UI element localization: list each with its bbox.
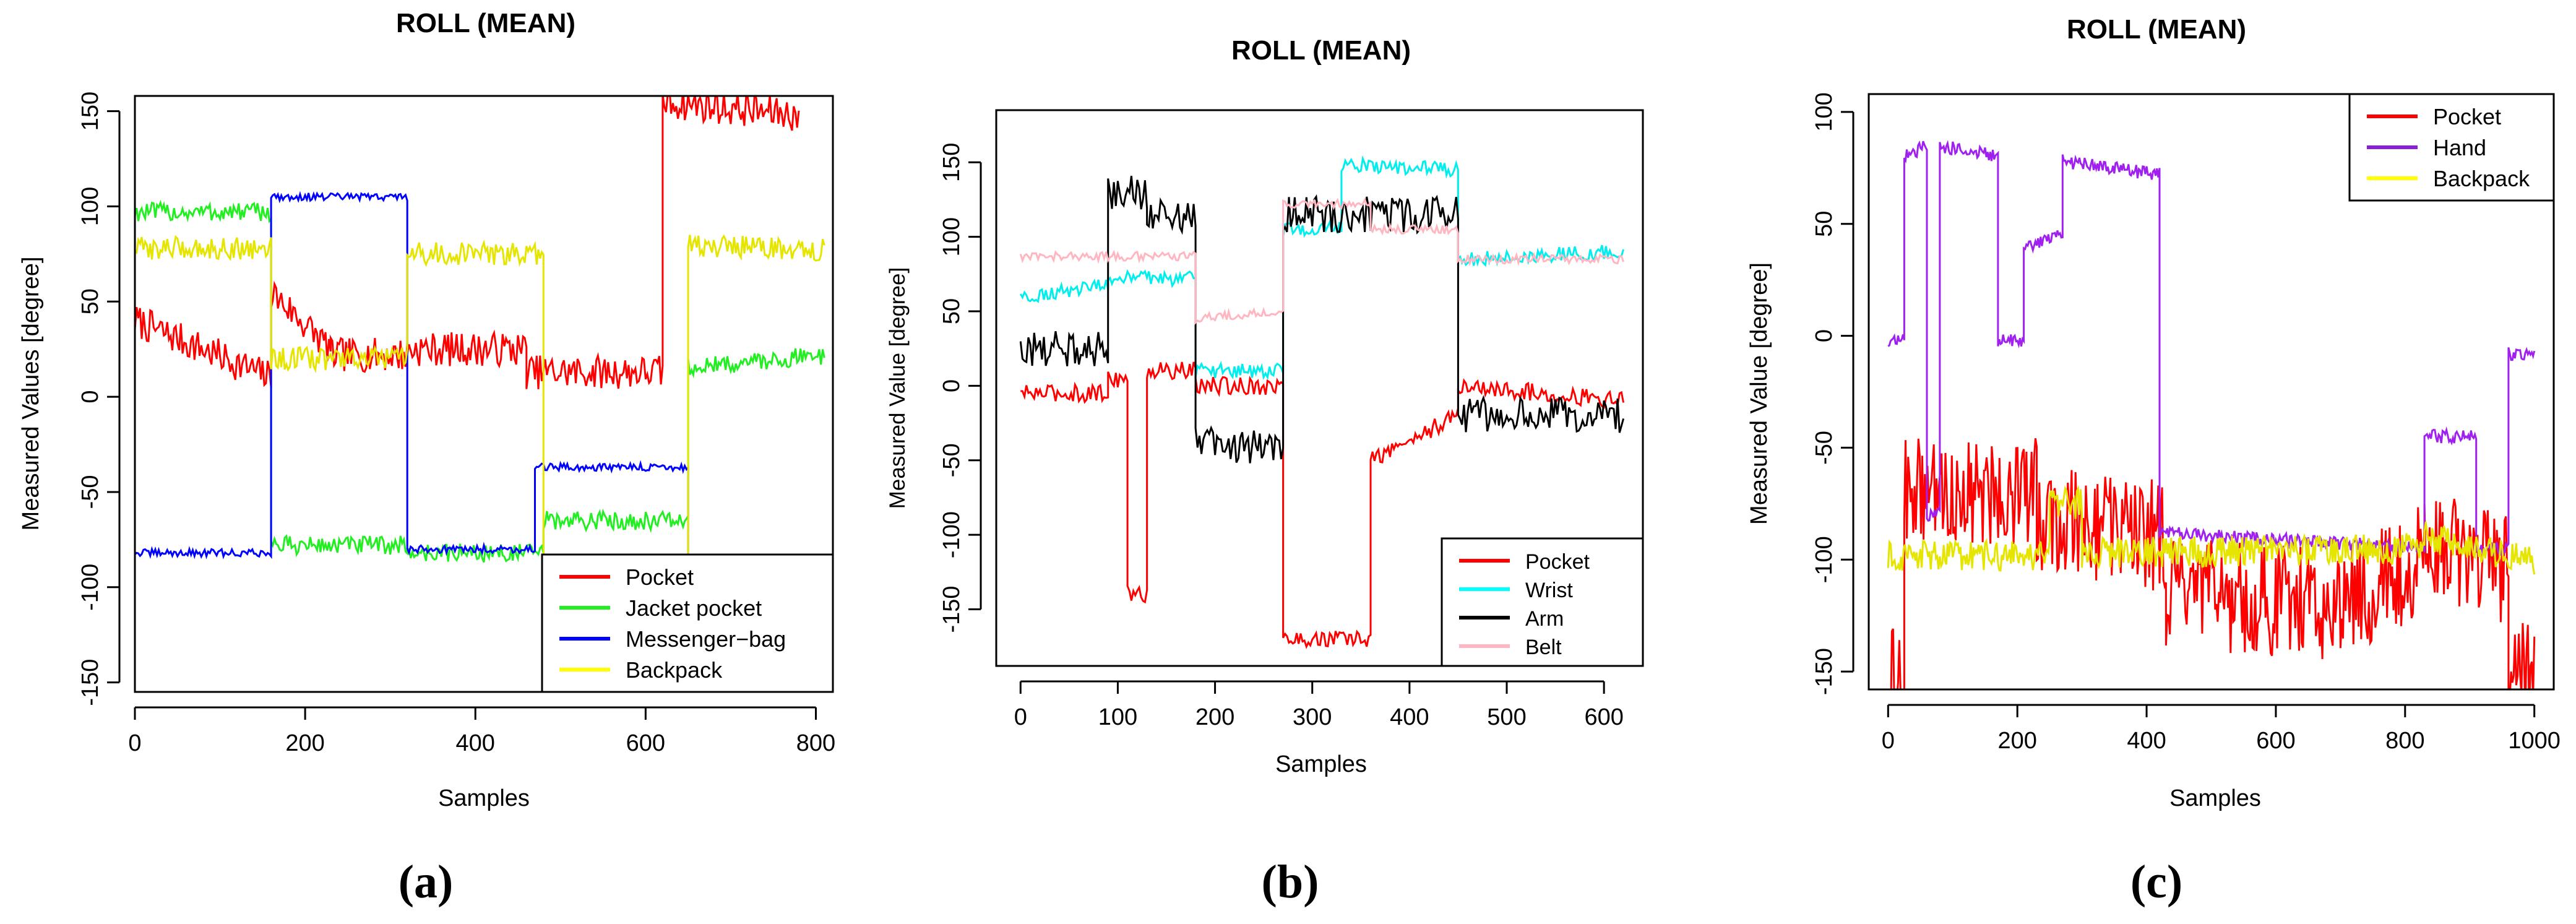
legend-label: Pocket — [1525, 550, 1590, 574]
x-tick-label: 0 — [1014, 704, 1027, 730]
series-line-pocket — [135, 96, 800, 389]
plot-area: 0 200 400 600 800 -150 -100 -50 0 50 100 150 Pocket J… — [77, 92, 835, 756]
plot-area: 0 200 400 600 800 1000 -150 -100 -50 0 50 100 Pocket… — [1811, 92, 2561, 754]
legend: Pocket Jacket pocket Messenger−bag Backpack — [541, 553, 834, 693]
legend: Pocket Wrist Arm Belt — [1441, 537, 1644, 667]
x-tick-label: 100 — [1098, 704, 1137, 730]
series-line-arm — [1019, 176, 1625, 464]
legend-label: Wrist — [1525, 579, 1573, 602]
y-tick-label: 0 — [77, 391, 103, 404]
y-tick-label: 50 — [1811, 211, 1837, 237]
y-tick-label: 0 — [939, 379, 965, 392]
plot-frame — [995, 109, 1644, 667]
x-tick-label: 300 — [1293, 704, 1332, 730]
series-line-backpack — [1887, 485, 2536, 575]
series-line-pocket — [1020, 361, 1625, 649]
chart-panel-b: ROLL (MEAN) 0 100 200 300 400 500 600-150-100-… — [885, 35, 1644, 908]
x-tick-label: 200 — [1997, 728, 2036, 754]
x-tick-label: 400 — [1390, 704, 1429, 730]
y-axis-label: Measured Values [degree] — [18, 257, 44, 531]
chart-panel-c: ROLL (MEAN) 0 200 400 600 800 1000-150-100-50… — [1746, 14, 2561, 908]
legend-label: Pocket — [2433, 104, 2501, 129]
x-tick-label: 600 — [1584, 704, 1623, 730]
y-tick-label: -100 — [939, 511, 965, 558]
x-tick-label: 800 — [796, 730, 835, 756]
legend-label: Arm — [1525, 607, 1564, 631]
legend-label: Hand — [2433, 135, 2486, 160]
legend: Pocket Hand Backpack — [2348, 93, 2555, 202]
y-tick-label: 100 — [1811, 92, 1837, 131]
x-axis-label: Samples — [2169, 785, 2261, 811]
x-tick-label: 0 — [1882, 728, 1895, 754]
series-line-pocket — [1890, 438, 2536, 689]
y-tick-label: 150 — [939, 143, 965, 182]
y-axis-label: Measured Value [degree] — [885, 267, 910, 509]
panel-label: (b) — [1262, 856, 1319, 908]
x-tick-label: 400 — [2127, 728, 2166, 754]
y-tick-label: 0 — [1811, 329, 1837, 342]
panel-label: (a) — [398, 856, 454, 908]
x-tick-label: 1000 — [2508, 728, 2561, 754]
x-tick-label: 0 — [128, 730, 141, 756]
x-axis-label: Samples — [438, 785, 530, 811]
panel-label: (c) — [2130, 856, 2182, 908]
series-line-belt — [1019, 197, 1625, 326]
series-line-hand — [1887, 139, 2536, 558]
x-tick-label: 500 — [1487, 704, 1526, 730]
legend-label: Belt — [1525, 636, 1562, 659]
x-tick-label: 200 — [1195, 704, 1234, 730]
y-tick-label: -50 — [939, 443, 965, 477]
plot-area: 0 100 200 300 400 500 600 -150 -100 -50 0 50 100 150 P… — [939, 109, 1644, 730]
y-tick-label: 50 — [939, 298, 965, 324]
plot-frame — [1867, 93, 2555, 691]
chart-title: ROLL (MEAN) — [2067, 14, 2246, 45]
series-line-wrist — [1019, 155, 1625, 381]
y-tick-label: -50 — [77, 475, 103, 509]
y-tick-label: 100 — [939, 217, 965, 256]
legend-label: Pocket — [626, 564, 694, 590]
y-tick-label: 150 — [77, 92, 103, 131]
y-tick-label: -150 — [1811, 648, 1837, 695]
chart-panel-a: ROLL (MEAN) 0 200 400 600 800 -150 -100 -50 0 50 1… — [18, 8, 835, 908]
legend-label: Backpack — [626, 657, 723, 683]
chart-title: ROLL (MEAN) — [396, 8, 575, 38]
series-line-backpack — [135, 234, 825, 692]
chart-title: ROLL (MEAN) — [1231, 35, 1411, 66]
y-tick-label: -150 — [77, 659, 103, 706]
y-tick-label: 100 — [77, 187, 103, 226]
plot-frame — [134, 95, 834, 693]
y-tick-label: -150 — [939, 585, 965, 633]
legend-label: Messenger−bag — [626, 626, 786, 652]
series-line-jacket-pocket — [135, 199, 825, 563]
y-axis-label: Measured Value [degree] — [1746, 262, 1772, 525]
x-tick-label: 600 — [626, 730, 665, 756]
y-tick-label: -100 — [1811, 536, 1837, 583]
x-tick-label: 200 — [285, 730, 324, 756]
y-tick-label: -100 — [77, 564, 103, 611]
x-tick-label: 800 — [2385, 728, 2424, 754]
x-axis-label: Samples — [1275, 751, 1367, 777]
legend-label: Jacket pocket — [626, 595, 762, 621]
x-tick-label: 600 — [2256, 728, 2295, 754]
y-tick-label: 50 — [77, 288, 103, 314]
legend-label: Backpack — [2433, 166, 2530, 191]
y-tick-label: -50 — [1811, 431, 1837, 465]
x-tick-label: 400 — [456, 730, 495, 756]
